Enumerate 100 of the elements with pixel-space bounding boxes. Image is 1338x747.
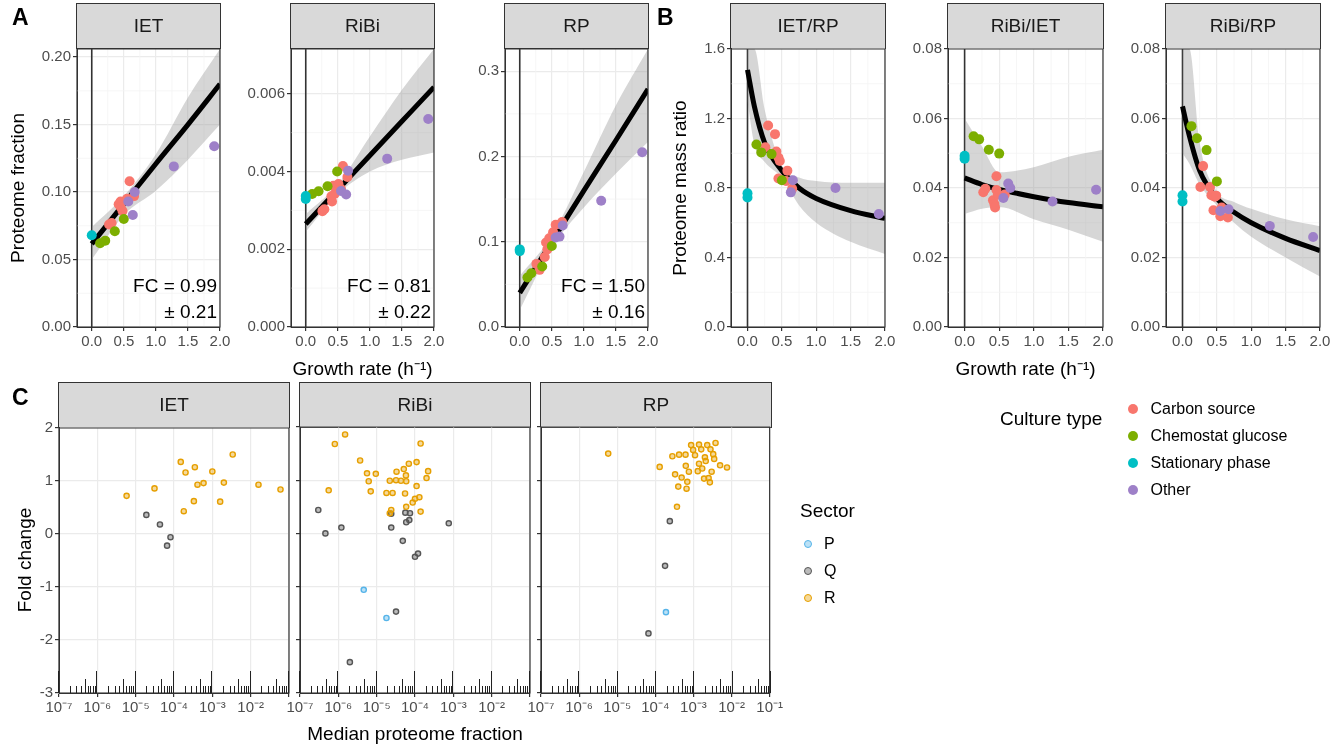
y-tick-label: 2 <box>44 418 53 436</box>
y-tick-label: 1 <box>44 471 53 489</box>
chart-title: RP <box>540 382 772 428</box>
x-tick-label: 0.0 <box>81 332 103 350</box>
x-tick-label: 0.5 <box>541 332 563 350</box>
x-tick-label: 1.5 <box>1275 332 1297 350</box>
legend-title: Culture type <box>1000 408 1103 430</box>
x-tick-label: 1.5 <box>840 332 862 350</box>
x-tick-label: 0.0 <box>509 332 531 350</box>
legend-label: Chemostat glucose <box>1150 426 1288 445</box>
y-tick-label: 0.04 <box>912 178 942 196</box>
y-tick-label: 0.3 <box>478 61 499 79</box>
legend-label: Stationary phase <box>1150 453 1271 472</box>
y-tick-label: 0.15 <box>41 114 71 132</box>
x-tick-label: 10⁻² <box>718 698 745 716</box>
x-tick-label: 0.5 <box>1206 332 1228 350</box>
y-tick-label: 0 <box>44 524 53 542</box>
x-tick-label: 1.0 <box>573 332 595 350</box>
x-tick-label: 0.5 <box>988 332 1010 350</box>
x-tick-label: 10⁻⁴ <box>400 698 430 716</box>
x-tick-label: 0.0 <box>737 332 758 350</box>
annotation: FC = 0.81 <box>347 275 431 296</box>
x-tick-label: 0.5 <box>771 332 793 350</box>
chart-title: RP <box>504 3 649 49</box>
legend-label: Q <box>824 562 837 580</box>
x-tick-label: 0.0 <box>954 332 976 350</box>
y-tick-label: 0.0 <box>478 317 499 335</box>
y-tick-label: 0.4 <box>704 247 725 265</box>
chart-title: IET <box>58 382 290 428</box>
x-tick-label: 1.5 <box>177 332 199 350</box>
y-tick-label: 0.0 <box>704 317 725 335</box>
x-tick-label: 10⁻⁶ <box>565 698 594 716</box>
x-tick-label: 10⁻⁶ <box>324 698 353 716</box>
x-tick-label: 2.0 <box>637 332 659 350</box>
x-tick-label: 0.0 <box>1172 332 1193 350</box>
chart-title: RiBi <box>290 3 435 49</box>
y-tick-label: 0.02 <box>1130 247 1160 265</box>
y-tick-label: 0.00 <box>41 317 71 335</box>
x-tick-label: 2.0 <box>209 332 231 350</box>
y-tick-label: 0.8 <box>704 178 725 196</box>
y-tick-label: 0.06 <box>912 108 942 126</box>
y-tick-label: 0.002 <box>247 239 285 257</box>
y-tick-label: 0.04 <box>1130 178 1160 196</box>
chart-title: RiBi <box>299 382 531 428</box>
y-tick-label: -2 <box>39 630 53 648</box>
x-tick-label: 10⁻⁵ <box>121 698 150 716</box>
text: A <box>12 4 29 31</box>
y-tick-label: 0.06 <box>1130 108 1160 126</box>
y-axis-title: Fold change <box>14 507 36 613</box>
y-tick-label: 0.1 <box>478 231 499 249</box>
x-tick-label: 10⁻⁷ <box>527 698 555 716</box>
x-tick-label: 0.5 <box>327 332 349 350</box>
chart-title: IET <box>76 3 221 49</box>
y-tick-label: 0.004 <box>247 161 285 179</box>
annotation: ± 0.21 <box>164 301 217 322</box>
y-tick-label: 0.006 <box>247 83 285 101</box>
x-axis-title: Growth rate (h⁻¹) <box>292 357 433 381</box>
x-tick-label: 10⁻³ <box>439 698 467 716</box>
y-tick-label: 1.6 <box>704 39 725 57</box>
x-tick-label: 1.5 <box>1057 332 1079 350</box>
x-tick-label: 10⁻⁷ <box>45 698 73 716</box>
y-tick-label: 0.02 <box>912 247 942 265</box>
chart-title: RiBi/IET <box>947 3 1104 49</box>
x-tick-label: 10⁻⁵ <box>362 698 391 716</box>
x-tick-label: 10⁻³ <box>680 698 707 716</box>
annotation: FC = 1.50 <box>561 275 645 296</box>
x-tick-label: 10⁻⁵ <box>603 698 632 716</box>
annotation: ± 0.22 <box>378 301 431 322</box>
chart-title: RiBi/RP <box>1165 3 1321 49</box>
x-tick-label: 1.0 <box>1240 332 1262 350</box>
annotation: FC = 0.99 <box>133 275 217 296</box>
annotation: ± 0.16 <box>592 301 645 322</box>
x-tick-label: 2.0 <box>1092 332 1114 350</box>
x-tick-label: 1.0 <box>805 332 827 350</box>
x-tick-label: 1.5 <box>605 332 627 350</box>
y-tick-label: 0.00 <box>912 317 942 335</box>
x-tick-label: 1.0 <box>145 332 167 350</box>
y-tick-label: 0.20 <box>41 47 71 65</box>
x-tick-label: 10⁻⁷ <box>286 698 314 716</box>
x-tick-label: 10⁻⁴ <box>641 698 670 716</box>
legend-label: Other <box>1150 480 1191 499</box>
y-axis-title: Proteome mass ratio <box>669 99 691 276</box>
y-tick-label: 0.2 <box>478 146 499 164</box>
y-tick-label: 0.08 <box>912 39 942 57</box>
y-tick-label: 0.05 <box>41 249 71 267</box>
y-tick-label: 0.10 <box>41 182 71 200</box>
y-tick-label: 0.08 <box>1130 39 1160 57</box>
x-tick-label: 10⁻⁴ <box>159 698 189 716</box>
legend-title: Sector <box>800 500 855 522</box>
x-tick-label: 1.0 <box>1023 332 1045 350</box>
x-tick-label: 2.0 <box>874 332 896 350</box>
x-tick-label: 1.5 <box>391 332 413 350</box>
legend-label: Carbon source <box>1150 399 1256 418</box>
x-axis-title: Growth rate (h⁻¹) <box>955 357 1096 381</box>
y-tick-label: 0.000 <box>247 317 285 335</box>
y-tick-label: 1.2 <box>704 108 725 126</box>
x-axis-title: Median proteome fraction <box>307 723 523 745</box>
y-axis-title: Proteome fraction <box>7 112 29 263</box>
x-tick-label: 0.5 <box>113 332 135 350</box>
x-tick-label: 10⁻¹ <box>756 698 783 716</box>
